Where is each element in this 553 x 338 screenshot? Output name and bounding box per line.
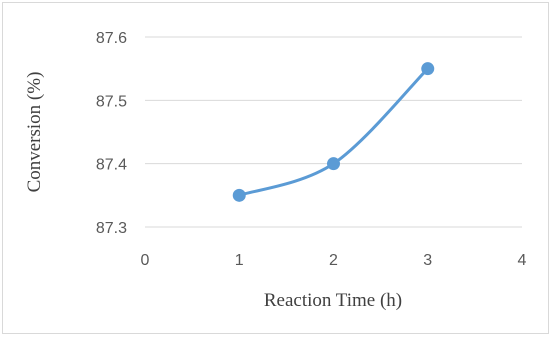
data-point bbox=[232, 188, 246, 202]
y-tick-label: 87.4 bbox=[96, 157, 127, 174]
data-point bbox=[421, 62, 435, 76]
x-tick-label: 0 bbox=[141, 252, 150, 269]
gridlines bbox=[145, 36, 522, 228]
x-tick-label: 4 bbox=[518, 252, 527, 269]
series bbox=[232, 62, 435, 202]
x-tick-label: 2 bbox=[329, 252, 338, 269]
data-point bbox=[327, 157, 340, 171]
x-tick-labels: 0 1 2 3 4 bbox=[141, 252, 527, 269]
chart-frame bbox=[2, 2, 549, 334]
y-tick-labels: 87.3 87.4 87.5 87.6 bbox=[96, 30, 127, 237]
y-tick-label: 87.6 bbox=[96, 30, 127, 47]
y-tick-label: 87.5 bbox=[96, 93, 127, 110]
x-tick-label: 1 bbox=[235, 252, 244, 269]
y-tick-label: 87.3 bbox=[96, 220, 127, 237]
x-axis-title: Reaction Time (h) bbox=[264, 290, 402, 311]
series-line bbox=[237, 67, 430, 197]
x-tick-label: 3 bbox=[423, 252, 432, 269]
y-axis-title: Conversion (%) bbox=[24, 72, 45, 193]
